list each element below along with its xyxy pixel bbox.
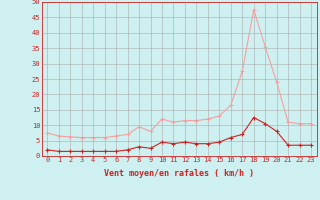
X-axis label: Vent moyen/en rafales ( km/h ): Vent moyen/en rafales ( km/h ) (104, 169, 254, 178)
